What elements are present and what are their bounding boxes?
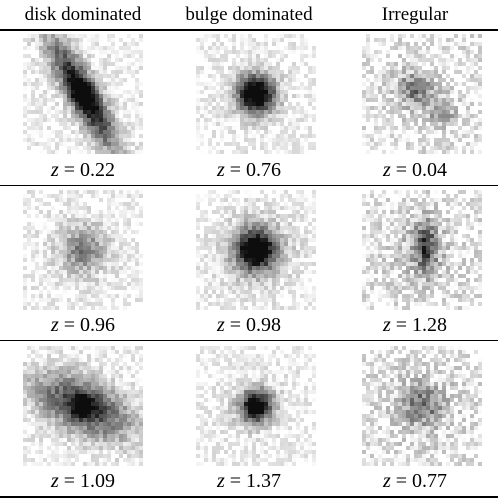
galaxy-image-disk-3: [23, 346, 143, 466]
table-rule-bottom: [0, 496, 498, 498]
galaxy-image-bulge-1: [196, 34, 316, 154]
galaxy-image-irregular-1: [362, 34, 482, 154]
redshift-label: z = 1.28: [382, 314, 448, 336]
table-rule-top: [0, 29, 498, 31]
galaxy-image-bulge-3: [196, 346, 316, 466]
galaxy-image-disk-2: [23, 190, 143, 310]
galaxy-image-disk-1: [23, 34, 143, 154]
redshift-label: z = 1.37: [216, 470, 282, 492]
column-header-disk: disk dominated: [24, 4, 142, 25]
column-header-bulge: bulge dominated: [185, 4, 313, 25]
galaxy-image-irregular-2: [362, 190, 482, 310]
redshift-label: z = 0.96: [50, 314, 116, 336]
redshift-label: z = 0.22: [50, 159, 116, 181]
column-header-irregular: Irregular: [381, 4, 449, 25]
table-rule-row1: [0, 185, 498, 186]
galaxy-image-bulge-2: [196, 190, 316, 310]
table-rule-row2: [0, 340, 498, 341]
redshift-label: z = 0.98: [216, 314, 282, 336]
redshift-label: z = 0.77: [382, 470, 448, 492]
galaxy-image-irregular-3: [362, 346, 482, 466]
redshift-label: z = 0.04: [382, 159, 448, 181]
redshift-label: z = 0.76: [216, 159, 282, 181]
redshift-label: z = 1.09: [50, 470, 116, 492]
